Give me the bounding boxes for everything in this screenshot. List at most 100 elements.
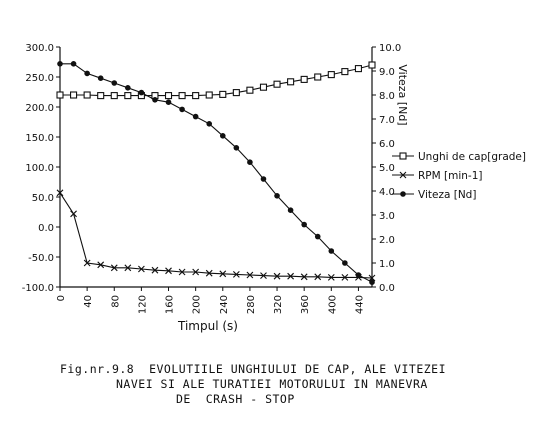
series-3-point bbox=[70, 61, 77, 67]
y-right-tick-label: 3.0 bbox=[379, 211, 395, 222]
series-1-point bbox=[178, 92, 186, 100]
series-2-point bbox=[124, 264, 132, 272]
series-2-point bbox=[83, 259, 91, 267]
series-3-point bbox=[260, 176, 267, 182]
series-2-point-stroke bbox=[368, 274, 376, 282]
y-left-tick-label: 250.0 bbox=[25, 73, 54, 84]
series-3-line bbox=[60, 63, 373, 283]
series-3-point bbox=[179, 106, 185, 113]
series-3-point bbox=[138, 89, 145, 96]
series-1-point bbox=[97, 92, 105, 100]
series-2-point-stroke bbox=[327, 274, 335, 281]
series-2-point bbox=[165, 267, 172, 275]
series-2-point-stroke bbox=[260, 272, 267, 279]
series-2-point-stroke bbox=[205, 269, 213, 277]
y-right-tick-label: 2.0 bbox=[379, 235, 395, 246]
x-tick-label: 320 bbox=[273, 295, 284, 314]
x-tick-label: 360 bbox=[300, 295, 311, 314]
figure-caption-line-1: Fig.nr.9.8 EVOLUTIILE UNGHIULUI DE CAP, … bbox=[60, 362, 447, 376]
series-3-point bbox=[342, 260, 348, 266]
series-1-point bbox=[259, 83, 268, 91]
series-1-point bbox=[287, 78, 295, 86]
legend-swatch-marker bbox=[400, 191, 406, 197]
legend-swatch-marker bbox=[399, 152, 407, 160]
y-right-tick-label: 1.0 bbox=[379, 259, 395, 270]
y-right-tick-label: 6.0 bbox=[379, 139, 395, 150]
series-3-point bbox=[355, 272, 362, 278]
series-2-point bbox=[341, 274, 349, 281]
series-2-point bbox=[314, 273, 322, 281]
x-tick-label: 240 bbox=[219, 295, 230, 314]
series-2-point bbox=[287, 272, 294, 280]
y-right-tick-label: 4.0 bbox=[379, 187, 395, 198]
series-2-point-stroke bbox=[273, 272, 281, 280]
y-left-tick-label: 50.0 bbox=[32, 193, 54, 204]
series-2-point-stroke bbox=[314, 273, 322, 281]
series-2-point-stroke bbox=[56, 189, 64, 197]
figure-caption-line-2: NAVEI SI ALE TURATIEI MOTORULUI IN MANEV… bbox=[116, 377, 428, 391]
series-1-point bbox=[368, 61, 376, 69]
series-3-point bbox=[219, 133, 226, 139]
series-1-point bbox=[56, 91, 64, 99]
legend-item-1: Unghi de cap[grade] bbox=[392, 151, 526, 163]
series-1 bbox=[56, 61, 376, 100]
series-2-point-stroke bbox=[192, 268, 200, 276]
x-axis-label: Timpul (s) bbox=[177, 319, 238, 333]
series-2-point-stroke bbox=[83, 259, 91, 267]
series-3-point bbox=[97, 75, 104, 81]
y-right-tick-label: 5.0 bbox=[379, 163, 395, 174]
series-1-point bbox=[314, 73, 322, 81]
series-1-point bbox=[327, 71, 335, 79]
series-2-line bbox=[59, 192, 373, 279]
series-3-point bbox=[301, 221, 307, 228]
series-2-point bbox=[205, 269, 213, 277]
series-2-point bbox=[97, 261, 105, 269]
x-tick-label: 400 bbox=[327, 295, 338, 314]
series-3-point bbox=[84, 70, 90, 77]
y-left-tick-label: 150.0 bbox=[25, 133, 54, 144]
series-2-point bbox=[327, 274, 335, 281]
series-3-point bbox=[206, 121, 213, 127]
legend-label: Unghi de cap[grade] bbox=[418, 151, 526, 163]
series-3-point bbox=[328, 248, 335, 254]
series-1-point bbox=[341, 68, 349, 76]
series-1-point bbox=[110, 92, 118, 100]
series-2-point bbox=[246, 271, 254, 279]
y-right-axis-label: Viteza [Nd] bbox=[396, 64, 409, 125]
y-left-tick-label: -100.0 bbox=[22, 283, 54, 294]
series-2-point-stroke bbox=[246, 271, 254, 279]
series-2-point bbox=[260, 272, 267, 279]
legend-item-3: Viteza [Nd] bbox=[392, 189, 476, 201]
series-2-point bbox=[56, 189, 64, 197]
series-2-point-stroke bbox=[138, 265, 145, 273]
series-2-point bbox=[368, 274, 376, 282]
x-tick-label: 0 bbox=[56, 295, 67, 301]
y-right-tick-label: 8.0 bbox=[379, 91, 395, 102]
series-3-point bbox=[233, 145, 240, 151]
series-2-point bbox=[138, 265, 145, 273]
series-2-point-stroke bbox=[70, 210, 77, 218]
series-2-point-stroke bbox=[341, 274, 349, 281]
series-1-point bbox=[124, 92, 132, 100]
chart-axes: 300.0 250.0 200.0 150.0 100.0 50.0 0.0 -50.0 -10… bbox=[22, 43, 409, 333]
series-2-point-stroke bbox=[219, 270, 227, 278]
legend-swatch-marker-stroke bbox=[399, 171, 407, 179]
y-left-tick-label: -50.0 bbox=[28, 253, 54, 264]
x-tick-label: 40 bbox=[83, 295, 94, 308]
y-right-tick-label: 0.0 bbox=[379, 283, 395, 294]
series-2-point-stroke bbox=[165, 267, 172, 275]
series-2-point bbox=[192, 268, 200, 276]
series-2-point bbox=[70, 210, 77, 218]
series-2-point bbox=[178, 268, 186, 276]
series-1-point bbox=[164, 92, 173, 100]
x-tick-label: 440 bbox=[354, 295, 365, 314]
series-1-point bbox=[273, 80, 281, 88]
series-2-point-stroke bbox=[300, 273, 308, 281]
legend-label: Viteza [Nd] bbox=[418, 189, 476, 201]
y-left-tick-label: 0.0 bbox=[38, 223, 54, 234]
x-tick-label: 160 bbox=[165, 295, 176, 314]
series-3-point bbox=[314, 233, 321, 240]
y-right-tick-label: 7.0 bbox=[379, 115, 395, 126]
series-3 bbox=[57, 61, 375, 286]
